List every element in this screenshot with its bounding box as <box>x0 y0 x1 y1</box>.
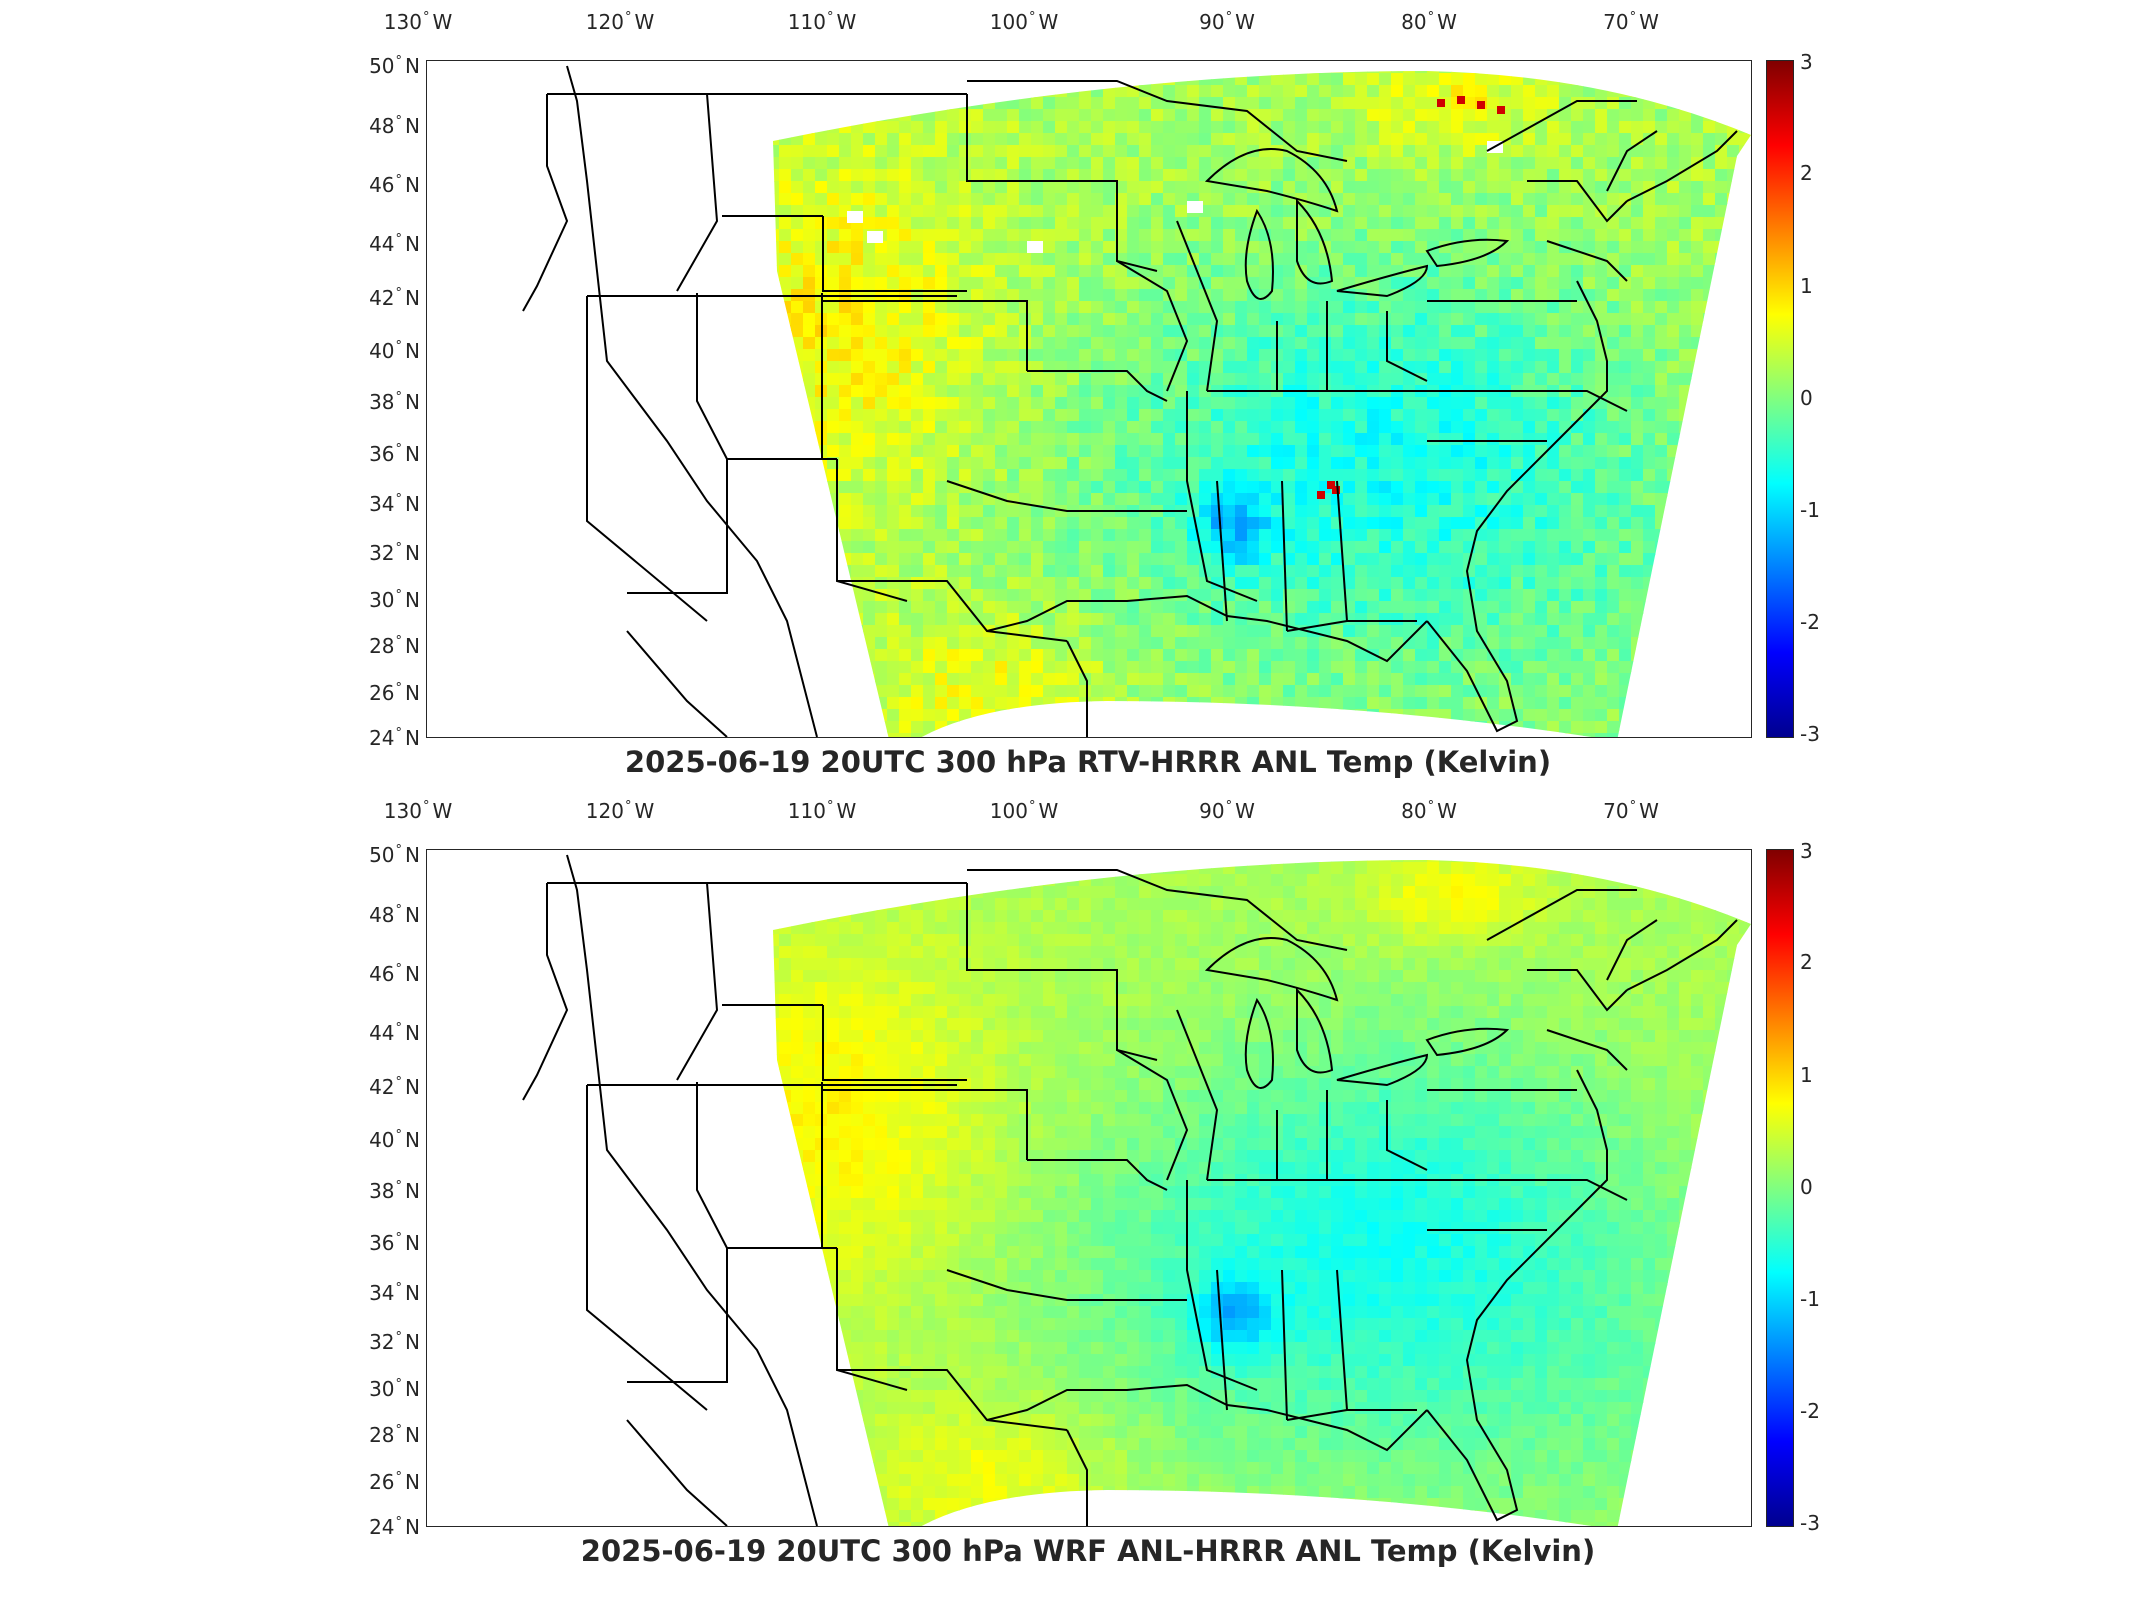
lat-tick-label: 50° N <box>369 54 420 78</box>
colorbar-tick-label: 2 <box>1800 950 1813 974</box>
lat-tick-label: 30° N <box>369 588 420 612</box>
lat-tick-label: 36° N <box>369 1231 420 1255</box>
lon-tick-label: 80° W <box>1401 799 1457 823</box>
lat-tick-label: 26° N <box>369 681 420 705</box>
lon-tick-label: 90° W <box>1199 799 1255 823</box>
lon-tick-label: 130° W <box>383 799 453 823</box>
lon-tick-label: 70° W <box>1603 10 1659 34</box>
lat-tick-label: 32° N <box>369 1330 420 1354</box>
lat-tick-label: 50° N <box>369 843 420 867</box>
lat-tick-label: 28° N <box>369 634 420 658</box>
lon-tick-label: 130° W <box>383 10 453 34</box>
colorbar-tick-label: 0 <box>1800 386 1813 410</box>
colorbar-tick-label: -1 <box>1800 498 1820 522</box>
colorbar-tick-label: 1 <box>1800 274 1813 298</box>
lon-tick-label: 100° W <box>989 799 1059 823</box>
colorbar-tick-label: 3 <box>1800 50 1813 74</box>
map-frame <box>426 60 1752 738</box>
lat-tick-label: 48° N <box>369 903 420 927</box>
colorbar-tick-label: 3 <box>1800 839 1813 863</box>
lat-tick-label: 44° N <box>369 1021 420 1045</box>
lat-tick-label: 48° N <box>369 114 420 138</box>
lat-tick-label: 40° N <box>369 339 420 363</box>
lat-tick-label: 34° N <box>369 492 420 516</box>
lat-tick-label: 40° N <box>369 1128 420 1152</box>
state-boundaries <box>522 854 1738 1526</box>
colorbar-tick-label: 2 <box>1800 161 1813 185</box>
panel-title: 2025-06-19 20UTC 300 hPa RTV-HRRR ANL Te… <box>624 745 1552 779</box>
state-boundaries <box>522 65 1738 737</box>
temperature-map <box>522 854 1751 1526</box>
map-panel-wrf: 130° W 120° W 110° W 100° W 90° W 80° W 70° W 50° N 48°… <box>0 789 2133 1589</box>
lat-tick-label: 36° N <box>369 442 420 466</box>
lat-tick-label: 42° N <box>369 1075 420 1099</box>
lat-tick-label: 34° N <box>369 1281 420 1305</box>
lat-tick-label: 26° N <box>369 1470 420 1494</box>
lat-tick-label: 24° N <box>369 726 420 750</box>
lat-tick-label: 38° N <box>369 1179 420 1203</box>
colorbar-tick-label: -3 <box>1800 722 1820 746</box>
map-panel-rtv: 130° W 120° W 110° W 100° W 90° W 80° W 70° W 50° N 48°… <box>369 10 1820 779</box>
lon-tick-label: 100° W <box>989 10 1059 34</box>
colorbar-tick-label: -2 <box>1800 1399 1820 1423</box>
colorbar-tick-label: -3 <box>1800 1511 1820 1535</box>
panel-title: 2025-06-19 20UTC 300 hPa WRF ANL-HRRR AN… <box>580 1534 1596 1568</box>
lat-tick-label: 42° N <box>369 286 420 310</box>
lat-tick-label: 38° N <box>369 390 420 414</box>
map-frame <box>426 849 1752 1527</box>
lat-tick-label: 46° N <box>369 173 420 197</box>
lon-tick-label: 110° W <box>787 10 857 34</box>
lon-tick-label: 110° W <box>787 799 857 823</box>
lat-tick-label: 30° N <box>369 1377 420 1401</box>
colorbar <box>1766 60 1794 738</box>
lat-tick-label: 28° N <box>369 1423 420 1447</box>
lon-tick-label: 70° W <box>1603 799 1659 823</box>
lon-tick-label: 120° W <box>585 799 655 823</box>
colorbar-tick-label: -2 <box>1800 610 1820 634</box>
temperature-field <box>773 860 1751 1526</box>
lat-tick-label: 44° N <box>369 232 420 256</box>
colorbar <box>1766 849 1794 1527</box>
colorbar-tick-label: 0 <box>1800 1175 1813 1199</box>
lon-tick-label: 90° W <box>1199 10 1255 34</box>
lon-tick-label: 120° W <box>585 10 655 34</box>
colorbar-tick-label: 1 <box>1800 1063 1813 1087</box>
temperature-map <box>522 65 1751 737</box>
lat-tick-label: 32° N <box>369 541 420 565</box>
lat-tick-label: 46° N <box>369 962 420 986</box>
lon-tick-label: 80° W <box>1401 10 1457 34</box>
colorbar-tick-label: -1 <box>1800 1287 1820 1311</box>
lat-tick-label: 24° N <box>369 1515 420 1539</box>
